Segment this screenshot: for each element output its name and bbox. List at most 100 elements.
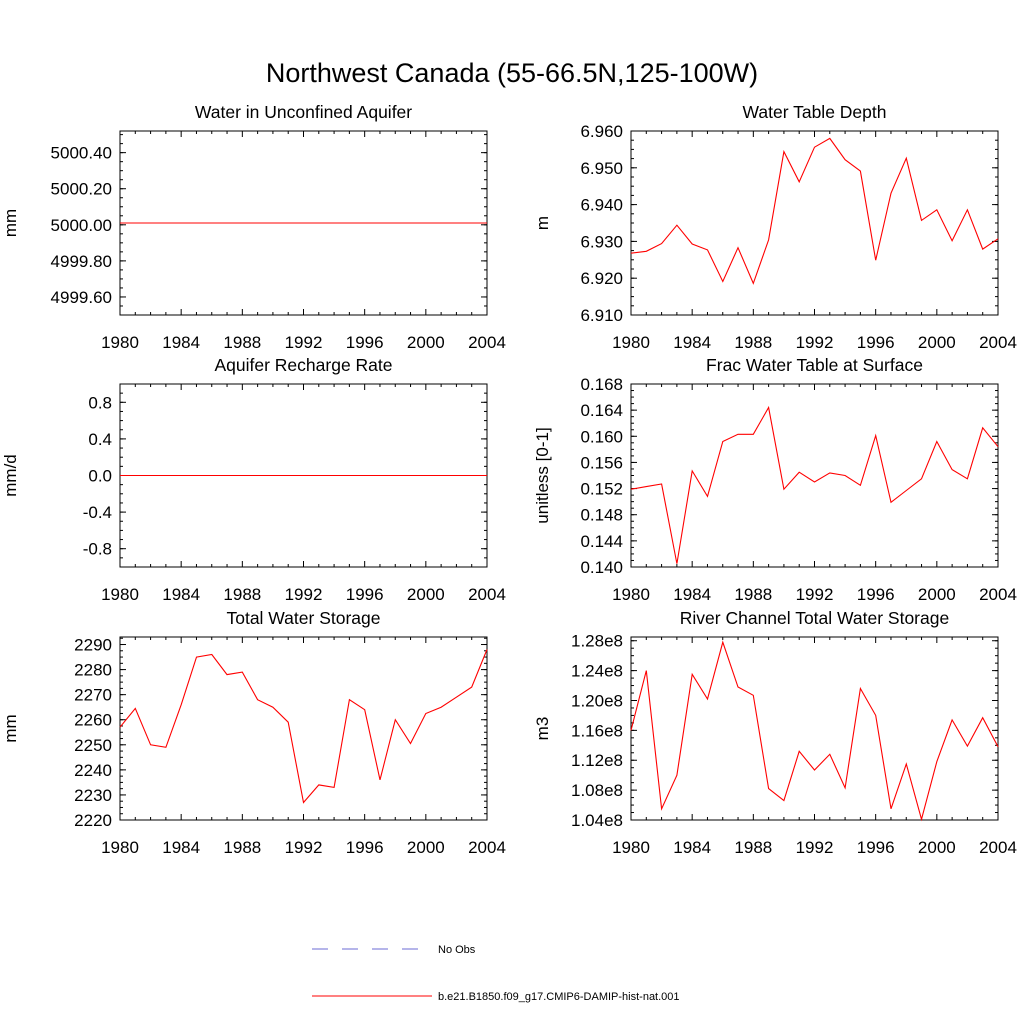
y-tick-label: 6.960	[580, 122, 623, 141]
x-tick-label: 2000	[918, 333, 956, 352]
x-tick-label: 1980	[101, 838, 139, 857]
x-tick-label: 1996	[346, 333, 384, 352]
x-tick-label: 2000	[407, 838, 445, 857]
x-tick-label: 1980	[101, 333, 139, 352]
y-tick-label: 0.164	[580, 401, 623, 420]
y-tick-label: 0.160	[580, 427, 623, 446]
legend-label-model: b.e21.B1850.f09_g17.CMIP6-DAMIP-hist-nat…	[438, 991, 680, 1003]
series-line	[630, 137, 999, 285]
y-tick-label: 2220	[74, 811, 112, 830]
panel-water-unconfined-aquifer: Water in Unconfined Aquifer 1980 1984 1988 1…	[1, 102, 506, 352]
y-tick-label: 0.148	[580, 506, 623, 525]
x-tick-label: 2004	[468, 838, 506, 857]
y-tick-label: 2250	[74, 736, 112, 755]
y-tick-label: 2280	[74, 661, 112, 680]
y-tick-label: 0.0	[88, 467, 112, 486]
y-axis-label: mm/d	[1, 454, 20, 497]
plot-frame	[630, 383, 999, 568]
legend-label-no-obs: No Obs	[438, 944, 476, 956]
panel-title: River Channel Total Water Storage	[680, 608, 949, 628]
y-tick-label: 0.8	[88, 393, 112, 412]
x-tick-label: 2000	[918, 585, 956, 604]
y-axis-label: mm	[1, 714, 20, 742]
series-line	[119, 649, 488, 804]
y-tick-label: 1.04e8	[571, 811, 623, 830]
y-tick-label: 6.930	[580, 232, 623, 251]
y-tick-label: 0.152	[580, 480, 623, 499]
panels: Water in Unconfined Aquifer 1980 1984 1988 1…	[1, 102, 1017, 857]
y-axis-label: m3	[533, 717, 552, 741]
x-tick-label: 2000	[407, 333, 445, 352]
x-tick-label: 2004	[979, 585, 1017, 604]
plot-frame	[119, 636, 488, 821]
x-tick-label: 2004	[979, 838, 1017, 857]
y-tick-label: 6.940	[580, 196, 623, 215]
y-tick-label: 1.28e8	[571, 632, 623, 651]
x-tick-label: 2000	[918, 838, 956, 857]
x-tick-label: 1992	[796, 333, 834, 352]
x-tick-label: 1984	[162, 585, 200, 604]
panel-title: Total Water Storage	[226, 608, 380, 628]
y-tick-label: 5000.00	[51, 216, 112, 235]
x-tick-label: 1980	[612, 585, 650, 604]
series-line	[630, 640, 999, 822]
x-tick-label: 1984	[673, 838, 711, 857]
x-tick-label: 1996	[346, 838, 384, 857]
panel-river-channel-storage: River Channel Total Water Storage 1980 198…	[533, 608, 1017, 857]
y-tick-label: 1.20e8	[571, 691, 623, 710]
y-tick-label: 2270	[74, 686, 112, 705]
x-tick-label: 1984	[162, 333, 200, 352]
x-tick-label: 1988	[734, 333, 772, 352]
y-tick-label: 2240	[74, 761, 112, 780]
y-tick-label: 0.144	[580, 532, 623, 551]
plot-frame	[630, 636, 999, 821]
x-tick-label: 1992	[285, 333, 323, 352]
panel-aquifer-recharge-rate: Aquifer Recharge Rate 1980 1984 1988 1992 199…	[1, 355, 506, 604]
y-tick-label: 1.16e8	[571, 721, 623, 740]
y-tick-label: 0.168	[580, 375, 623, 394]
y-tick-label: 1.24e8	[571, 662, 623, 681]
y-tick-label: 0.140	[580, 558, 623, 577]
y-tick-label: 1.12e8	[571, 751, 623, 770]
panel-title: Frac Water Table at Surface	[706, 355, 923, 375]
panel-title: Water Table Depth	[743, 102, 887, 122]
x-tick-label: 1984	[162, 838, 200, 857]
x-tick-label: 1988	[734, 838, 772, 857]
x-tick-label: 1980	[612, 333, 650, 352]
panel-water-table-depth: Water Table Depth 1980 1984 1988 1992 1996 200…	[533, 102, 1017, 352]
x-tick-label: 1992	[285, 838, 323, 857]
x-tick-label: 1992	[285, 585, 323, 604]
legend: No Obs b.e21.B1850.f09_g17.CMIP6-DAMIP-h…	[312, 944, 680, 1003]
y-tick-label: -0.4	[83, 503, 112, 522]
y-tick-label: 4999.60	[51, 288, 112, 307]
y-tick-label: 6.950	[580, 159, 623, 178]
y-tick-label: 0.156	[580, 453, 623, 472]
panel-total-water-storage: Total Water Storage 1980 1984 1988 1992 1996 2…	[1, 608, 506, 857]
y-axis-label: mm	[1, 209, 20, 237]
x-tick-label: 1984	[673, 585, 711, 604]
y-tick-label: 1.08e8	[571, 781, 623, 800]
x-tick-label: 2004	[979, 333, 1017, 352]
panel-title: Aquifer Recharge Rate	[214, 355, 392, 375]
y-tick-label: 6.920	[580, 269, 623, 288]
y-tick-label: 4999.80	[51, 252, 112, 271]
panel-title: Water in Unconfined Aquifer	[195, 102, 412, 122]
x-tick-label: 1988	[223, 585, 261, 604]
y-tick-label: 2230	[74, 786, 112, 805]
x-tick-label: 1988	[223, 333, 261, 352]
series-line	[630, 405, 999, 564]
x-tick-label: 1980	[101, 585, 139, 604]
x-tick-label: 2004	[468, 333, 506, 352]
y-axis-label: m	[533, 216, 552, 230]
y-tick-label: 5000.20	[51, 180, 112, 199]
x-tick-label: 2004	[468, 585, 506, 604]
x-tick-label: 1988	[734, 585, 772, 604]
y-tick-label: 2260	[74, 711, 112, 730]
y-tick-label: -0.8	[83, 540, 112, 559]
y-tick-label: 0.4	[88, 430, 112, 449]
y-tick-label: 5000.40	[51, 144, 112, 163]
x-tick-label: 1992	[796, 585, 834, 604]
x-tick-label: 1996	[857, 585, 895, 604]
x-tick-label: 1992	[796, 838, 834, 857]
